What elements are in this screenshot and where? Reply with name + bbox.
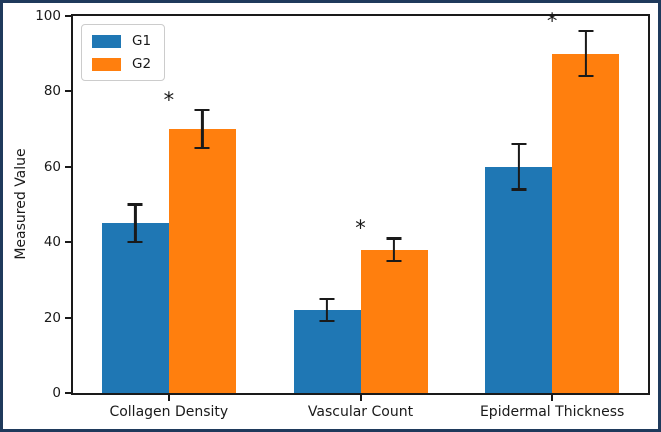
x-tick-mark	[359, 395, 362, 401]
legend: G1 G2	[81, 24, 166, 81]
significance-marker: *	[163, 88, 175, 113]
error-bar-line	[134, 204, 137, 243]
y-tick-label: 100	[35, 8, 61, 24]
y-tick-mark	[65, 15, 71, 17]
legend-label: G2	[132, 56, 152, 72]
error-bar-cap	[386, 259, 402, 263]
error-bar-cap	[194, 146, 210, 150]
legend-label: G1	[132, 33, 152, 49]
legend-swatch-g1	[92, 34, 121, 48]
y-tick-label: 20	[43, 309, 61, 326]
y-tick-mark	[65, 90, 71, 93]
x-category-label: Vascular Count	[307, 404, 414, 420]
y-tick-mark	[65, 165, 71, 168]
error-bar-cap	[127, 203, 143, 206]
significance-marker: *	[546, 9, 558, 34]
error-bar-line	[392, 238, 396, 262]
error-bar-line	[325, 298, 329, 322]
error-bar-line	[201, 110, 204, 148]
legend-item-g1: G1	[92, 33, 151, 49]
bar-g2-2	[360, 249, 428, 393]
y-tick-label: 40	[43, 234, 61, 251]
error-bar-cap	[386, 237, 402, 240]
x-tick-mark	[167, 395, 170, 401]
error-bar-cap	[319, 320, 335, 323]
y-axis-label: Measured Value	[13, 148, 29, 260]
x-category-label: Epidermal Thickness	[479, 404, 625, 420]
error-bar-cap	[511, 143, 527, 146]
y-tick-mark	[65, 316, 71, 319]
error-bar-line	[517, 144, 520, 190]
error-bar-cap	[194, 109, 210, 112]
y-tick-label: 0	[52, 385, 61, 401]
error-bar-cap	[127, 241, 143, 244]
error-bar-cap	[319, 297, 335, 300]
error-bar-cap	[578, 75, 594, 78]
plot-area: 0 20 40 60 80 100 Collagen Density Vascular Co…	[35, 8, 650, 420]
legend-swatch-g2	[92, 57, 121, 71]
x-tick-mark	[551, 395, 554, 401]
y-tick-label: 60	[43, 158, 61, 175]
bar-g1-2	[293, 310, 361, 393]
y-tick-mark	[65, 241, 71, 244]
x-category-label: Collagen Density	[109, 404, 229, 420]
significance-marker: *	[355, 216, 366, 241]
y-tick-label: 80	[43, 83, 61, 100]
bar-g2-3	[552, 53, 620, 393]
bar-g1-1	[101, 223, 169, 393]
bar-g2-1	[168, 129, 236, 393]
error-bar-line	[584, 31, 587, 77]
error-bar-cap	[578, 29, 594, 33]
legend-item-g2: G2	[92, 56, 151, 72]
error-bar-cap	[511, 188, 527, 191]
bar-g1-3	[485, 166, 553, 393]
y-tick-mark	[65, 392, 71, 394]
